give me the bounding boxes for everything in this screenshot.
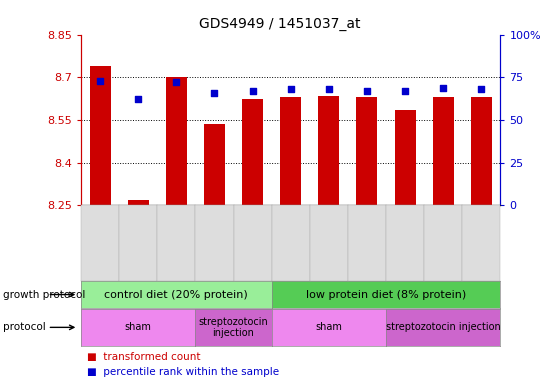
Text: low protein diet (8% protein): low protein diet (8% protein) <box>306 290 466 300</box>
Point <box>401 88 410 94</box>
Point <box>134 96 143 103</box>
Point <box>172 79 181 86</box>
Text: protocol: protocol <box>3 322 45 333</box>
Point <box>439 84 448 91</box>
Text: growth protocol: growth protocol <box>3 290 85 300</box>
Bar <box>166 77 187 205</box>
Point <box>210 89 219 96</box>
Point <box>96 78 105 84</box>
Text: GDS4949 / 1451037_at: GDS4949 / 1451037_at <box>199 17 360 31</box>
Text: streptozotocin injection: streptozotocin injection <box>386 322 500 333</box>
Point <box>248 88 257 94</box>
Text: sham: sham <box>315 322 342 333</box>
Text: control diet (20% protein): control diet (20% protein) <box>105 290 248 300</box>
Point <box>362 88 371 94</box>
Bar <box>204 124 225 205</box>
Bar <box>89 66 111 205</box>
Point <box>324 86 333 92</box>
Bar <box>242 99 263 205</box>
Bar <box>471 97 492 205</box>
Bar <box>395 110 415 205</box>
Bar <box>280 97 301 205</box>
Text: streptozotocin
injection: streptozotocin injection <box>198 316 268 338</box>
Text: sham: sham <box>125 322 151 333</box>
Point <box>286 86 295 92</box>
Text: ■  percentile rank within the sample: ■ percentile rank within the sample <box>87 367 279 377</box>
Bar <box>318 96 339 205</box>
Bar <box>433 97 453 205</box>
Point <box>477 86 486 92</box>
Text: ■  transformed count: ■ transformed count <box>87 352 200 362</box>
Bar <box>128 200 149 205</box>
Bar <box>357 97 377 205</box>
